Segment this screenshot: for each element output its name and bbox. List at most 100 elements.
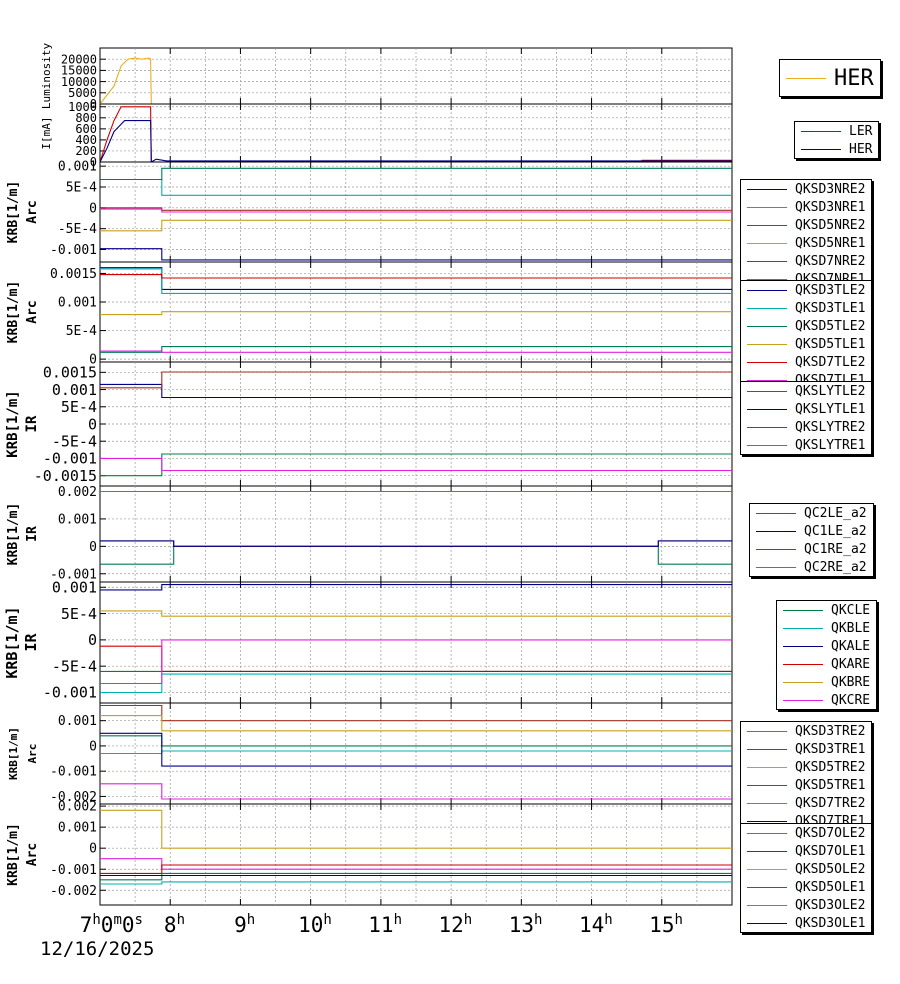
y-tick-label: -5E-4 [52, 432, 97, 450]
y-tick-label: -0.001 [43, 450, 97, 468]
legend-swatch [747, 390, 787, 392]
legend-swatch [747, 904, 787, 906]
y-tick-label: 0.001 [52, 579, 97, 597]
legend-swatch [756, 566, 796, 568]
series-line-QKSLYTRE2 [100, 371, 732, 389]
y-axis-label: I[mA] [40, 116, 53, 149]
series-line-QKSD7TLE1 [100, 350, 732, 353]
legend-label: QKSD5OLE1 [795, 879, 866, 895]
y-tick-label: 0.001 [52, 381, 97, 399]
series-line-QKSD3TRE1 [100, 704, 732, 722]
y-axis-label: KRB[1/m] [3, 606, 21, 678]
legend-swatch [783, 609, 823, 611]
legend-label: QKSD7TLE2 [795, 354, 866, 370]
legend-swatch [783, 663, 823, 665]
legend-label: QKARE [831, 656, 871, 672]
legend-swatch [747, 868, 787, 870]
y-tick-label: 200 [75, 144, 97, 158]
y-tick-label: -0.001 [50, 765, 97, 780]
legend-label: QKSD5NRE2 [795, 217, 866, 233]
legend-entry: QKALE [777, 637, 876, 655]
legend-entry: QKSLYTLE1 [741, 400, 871, 418]
legend-entry: QKSD7TRE2 [741, 794, 871, 812]
legend-entry: QKSD3OLE2 [741, 896, 871, 914]
y-axis-label: Arc [25, 843, 40, 866]
y-tick-label: 0 [89, 353, 97, 368]
legend-cur: LER HER [794, 121, 880, 159]
legend-swatch [801, 148, 841, 150]
x-tick-label: 10h [298, 912, 332, 937]
legend-entry: QKSD5TLE1 [741, 335, 871, 353]
series-line-QKSD5OLE2 [100, 809, 732, 849]
legend-entry: QC1LE_a2 [750, 522, 873, 540]
y-axis-label: KRB[1/m] [6, 503, 21, 566]
legend-label: QKSD5NRE1 [795, 235, 866, 251]
y-tick-label: -0.0015 [34, 467, 97, 485]
legend-label: QKSD3NRE2 [795, 181, 866, 197]
y-tick-label: 0.001 [58, 160, 97, 175]
legend-swatch [747, 802, 787, 804]
series-line-QKSD5OLE1 [100, 872, 732, 881]
legend-label: QKSLYTLE2 [795, 383, 866, 399]
legend-swatch [747, 766, 787, 768]
series-line-QKSD7TRE1 [100, 732, 732, 767]
legend-swatch [747, 242, 787, 244]
legend-entry: QKSD3TLE2 [741, 281, 871, 299]
y-tick-label: 0.0015 [50, 267, 97, 282]
y-axis-label: KRB[1/m] [7, 727, 20, 780]
legend-p6: QKSD3TRE2 QKSD3TRE1 QKSD5TRE2 QKSD5TRE1 QKSD… [740, 721, 873, 831]
y-tick-label: 0.001 [58, 296, 97, 311]
legend-entry: QKSD5TRE1 [741, 776, 871, 794]
y-tick-label: -0.002 [50, 884, 97, 899]
legend-label: QKSD7OLE2 [795, 825, 866, 841]
legend-label: QKSD5OLE2 [795, 861, 866, 877]
legend-entry: QKSD3TRE2 [741, 722, 871, 740]
y-tick-label: 0 [89, 842, 97, 857]
y-tick-label: -0.001 [50, 243, 97, 258]
series-line-QKSD7NRE1 [100, 208, 732, 213]
legend-swatch [747, 730, 787, 732]
legend-label: QC1LE_a2 [804, 523, 867, 539]
legend-label: QKSD7NRE2 [795, 253, 866, 269]
legend-swatch [747, 408, 787, 410]
legend-entry: QKSD3NRE2 [741, 180, 871, 198]
legend-label: QKSD3TRE2 [795, 723, 866, 739]
series-line-QKSD3OLE2 [100, 881, 732, 885]
y-tick-label: -0.002 [50, 790, 97, 805]
panel-p5: 0.001 5E-4 0 -5E-4 -0.001 KRB[1/m] IR [3, 579, 733, 704]
legend-entry: QKSD5TRE2 [741, 758, 871, 776]
x-tick-label: 15h [649, 912, 683, 937]
series-line-QKBRE [100, 610, 732, 617]
legend-swatch [747, 426, 787, 428]
legend-swatch [783, 645, 823, 647]
series-line-QKSLYTLE1 [100, 383, 732, 399]
legend-entry: HER [780, 60, 880, 96]
legend-label: QKALE [831, 638, 871, 654]
legend-label: QKSD7TRE2 [795, 795, 866, 811]
legend-swatch [747, 289, 787, 291]
legend-p5: QKCLE QKBLE QKALE QKARE QKBRE QKCRE [776, 600, 878, 710]
legend-entry: QKSD5NRE1 [741, 234, 871, 252]
legend-swatch [747, 224, 787, 226]
legend-entry: QKSD7OLE2 [741, 824, 871, 842]
legend-swatch [747, 260, 787, 262]
legend-label: QKCLE [831, 602, 871, 618]
y-axis-label: KRB[1/m] [6, 181, 21, 244]
series-line-QKSD3TLE1 [100, 268, 732, 294]
legend-swatch [747, 379, 787, 381]
legend-label: QKSD3OLE2 [795, 897, 866, 913]
series-line-HER [99, 57, 732, 105]
legend-swatch [783, 627, 823, 629]
legend-entry: QKSD7NRE2 [741, 252, 871, 270]
legend-label: LER [849, 123, 873, 139]
legend-label: QC2RE_a2 [804, 559, 867, 575]
legend-entry: QKBLE [777, 619, 876, 637]
y-tick-label: 0.0015 [43, 364, 97, 382]
legend-label: QKSD3TLE2 [795, 282, 866, 298]
legend-label: QKCRE [831, 692, 871, 708]
legend-entry: QKSLYTRE1 [741, 436, 871, 454]
series-line-HER [99, 120, 732, 163]
y-axis-label: Luminosity [40, 43, 53, 110]
y-tick-label: 0.002 [58, 485, 97, 500]
